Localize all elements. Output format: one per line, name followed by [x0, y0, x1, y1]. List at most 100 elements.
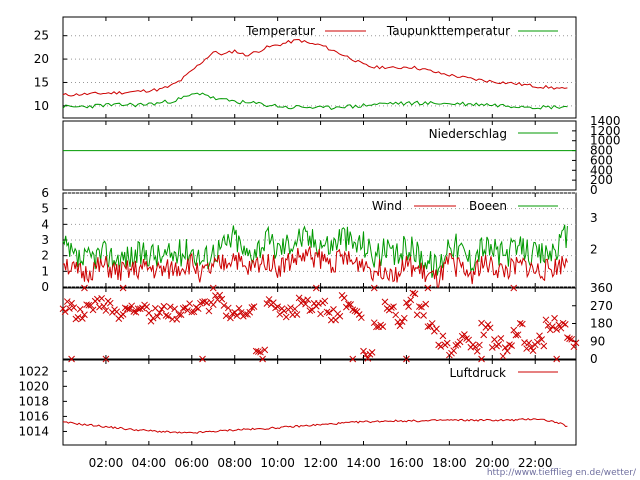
wind-direction-point: [76, 305, 84, 313]
wind-direction-point: [265, 296, 273, 303]
wind-direction-point: [345, 300, 352, 308]
dewpoint-series-line: [62, 92, 568, 110]
wind-direction-point: [553, 326, 561, 333]
wind-direction-point: [312, 284, 320, 292]
wind-direction-point: [61, 308, 69, 315]
gust-series-line: [62, 224, 568, 278]
wind-direction-point: [261, 346, 269, 354]
wind-direction-point: [317, 310, 324, 318]
y-tick-label: 1: [41, 264, 49, 278]
wind-direction-point: [224, 304, 232, 312]
wind-direction-point: [549, 323, 556, 330]
right-tick-label: 1200: [590, 124, 621, 138]
wind-direction-point: [349, 306, 357, 314]
wind-direction-point: [480, 331, 488, 339]
wind-direction-point: [471, 343, 479, 351]
x-tick-label: 18:00: [432, 456, 467, 470]
wind-direction-point: [512, 331, 520, 339]
wind-direction-point: [396, 322, 404, 330]
wind-direction-point: [415, 303, 423, 310]
wind-direction-point: [119, 311, 127, 318]
wind-direction-points: [59, 284, 580, 363]
wind-direction-point: [433, 325, 440, 333]
wind-direction-point: [364, 355, 372, 362]
wind-direction-point: [407, 296, 415, 304]
wind-direction-point: [147, 317, 155, 325]
wind-right-ticks: 32: [590, 211, 598, 256]
wind-direction-point: [254, 348, 262, 355]
y-tick-label: 4: [41, 217, 49, 231]
wind-direction-point: [450, 347, 458, 355]
wind-direction-point: [390, 303, 397, 311]
wind-direction-point: [347, 301, 354, 308]
x-tick-label: 06:00: [174, 456, 209, 470]
wind-direction-point: [523, 345, 530, 352]
wind-direction-point: [392, 311, 400, 319]
wind-direction-point: [252, 347, 260, 355]
temp-frame: [62, 16, 577, 119]
wind-direction-point: [263, 300, 271, 307]
y-tick-label: 25: [34, 29, 49, 43]
right-tick-label: 0: [590, 352, 598, 366]
wind-direction-panel: 360 270 180 90 0: [59, 281, 613, 366]
wind-direction-point: [499, 352, 507, 360]
wind-direction-point: [379, 323, 387, 330]
y-tick-label: 20: [34, 52, 49, 66]
wind-direction-point: [422, 300, 430, 308]
pressure-series-line: [62, 417, 568, 434]
wind-direction-point: [418, 303, 425, 311]
wind-direction-point: [306, 307, 314, 315]
source-url-footer[interactable]: http://www.tiefflieg en.de/wetter/: [487, 468, 637, 478]
wind-direction-point: [287, 304, 294, 311]
legend-temperature-label: Temperatur: [245, 24, 315, 38]
wind-direction-point: [342, 303, 350, 311]
wind-direction-point: [276, 310, 284, 318]
wind-direction-point: [544, 322, 552, 329]
wind-direction-point: [323, 308, 331, 316]
temperature-y-ticks: 25 20 15 10: [34, 29, 67, 113]
y-tick-label: 1016: [18, 409, 49, 423]
wind-direction-point: [186, 300, 193, 308]
wind-direction-point: [162, 311, 170, 319]
wind-direction-point: [572, 339, 580, 347]
wind-direction-point: [409, 289, 417, 297]
right-tick-label: 3: [590, 211, 598, 225]
wind-direction-point: [388, 304, 395, 311]
wind-direction-point: [538, 336, 546, 343]
wind-y-ticks: 6 54 3 21 0: [41, 186, 67, 294]
right-tick-label: 600: [590, 153, 613, 167]
wind-direction-point: [158, 305, 166, 313]
wind-direction-point: [81, 284, 88, 292]
right-tick-label: 200: [590, 173, 613, 187]
wind-direction-point: [381, 298, 389, 306]
wind-direction-point: [164, 312, 172, 320]
wind-direction-point: [78, 315, 86, 322]
y-tick-label: 1018: [18, 394, 49, 408]
wind-direction-point: [424, 284, 432, 292]
wind-direction-point: [373, 323, 380, 331]
wind-direction-point: [209, 284, 217, 292]
wind-direction-point: [488, 344, 496, 351]
wind-direction-point: [420, 312, 427, 319]
wind-direction-point: [546, 326, 554, 334]
legend-pressure-label: Luftdruck: [449, 366, 506, 380]
wind-direction-point: [518, 320, 526, 328]
right-tick-label: 90: [590, 334, 605, 348]
wind-direction-point: [566, 335, 573, 343]
right-tick-label: 400: [590, 163, 613, 177]
wind-direction-point: [551, 314, 558, 322]
y-tick-label: 1022: [18, 364, 49, 378]
wind-direction-point: [400, 314, 408, 322]
y-tick-label: 0: [41, 280, 49, 294]
x-tick-label: 14:00: [346, 456, 381, 470]
wind-direction-point: [149, 314, 157, 322]
y-tick-label: 5: [41, 202, 49, 216]
wind-direction-point: [102, 307, 110, 314]
wind-direction-point: [484, 321, 492, 328]
x-axis-time-labels: 02:00 04:00 06:00 08:00 10:00 12:00 14:00 16:00…: [89, 17, 553, 470]
y-tick-label: 1014: [18, 424, 49, 438]
wind-direction-point: [177, 311, 185, 319]
wind-direction-point: [411, 290, 419, 298]
wind-direction-point: [553, 355, 561, 363]
